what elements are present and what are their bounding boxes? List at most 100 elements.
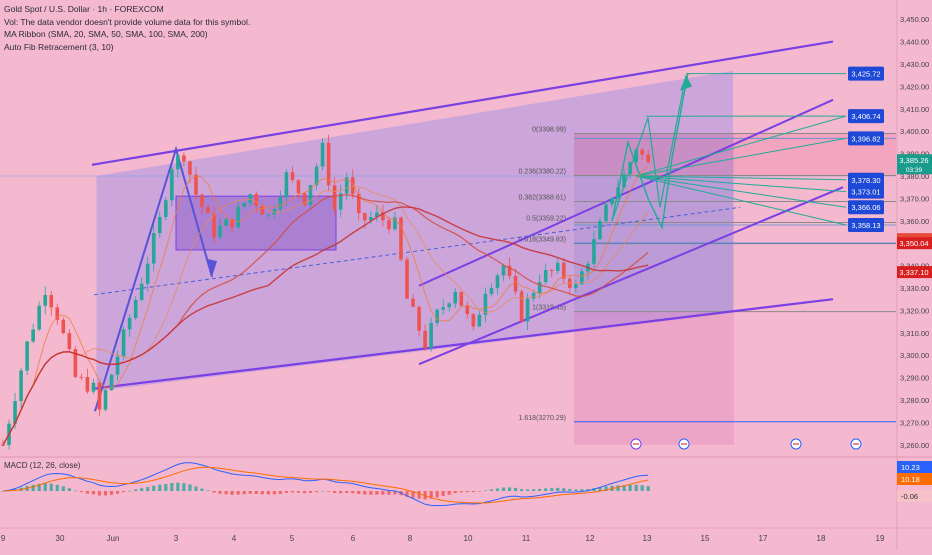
price-axis-tick: 3,260.00 xyxy=(900,441,929,450)
macd-histogram-bar xyxy=(544,488,547,491)
macd-histogram-bar xyxy=(56,485,59,491)
macd-histogram-bar xyxy=(436,491,439,497)
candle xyxy=(423,331,427,348)
price-axis-tick: 3,430.00 xyxy=(900,60,929,69)
candle xyxy=(267,214,271,215)
candle xyxy=(634,150,638,162)
macd-histogram-bar xyxy=(140,488,143,491)
time-axis-tick: 19 xyxy=(876,534,885,543)
candle xyxy=(86,377,90,392)
macd-histogram-bar xyxy=(502,488,505,491)
macd-histogram-bar xyxy=(514,488,517,491)
macd-histogram-bar xyxy=(50,484,53,491)
candle xyxy=(333,185,337,209)
candle xyxy=(490,288,494,294)
candle xyxy=(43,295,47,306)
macd-histogram-bar xyxy=(32,485,35,491)
candle xyxy=(363,213,367,220)
macd-histogram-bar xyxy=(472,491,475,492)
candle xyxy=(158,217,162,233)
fib-level-label: 0.382(3368.61) xyxy=(519,195,566,202)
macd-histogram-bar xyxy=(369,491,372,495)
candle xyxy=(19,371,23,401)
time-axis-tick: 11 xyxy=(522,534,531,543)
macd-histogram-bar xyxy=(68,488,71,491)
time-axis-tick: 6 xyxy=(351,534,356,543)
candle xyxy=(285,172,289,197)
target-price-label-text: 3,366.06 xyxy=(851,203,880,212)
candle xyxy=(520,291,524,321)
macd-histogram-bar xyxy=(92,491,95,494)
countdown-text: 03:39 xyxy=(906,167,923,174)
macd-histogram-bar xyxy=(122,491,125,492)
fib-level-label: 1.618(3270.29) xyxy=(519,415,566,422)
macd-histogram-bar xyxy=(466,491,469,492)
macd-histogram-bar xyxy=(176,483,179,491)
candle xyxy=(104,390,108,409)
price-axis-tick: 3,360.00 xyxy=(900,217,929,226)
time-axis-tick: 18 xyxy=(817,534,826,543)
macd-histogram-bar xyxy=(62,486,65,491)
price-axis-tick: 3,280.00 xyxy=(900,396,929,405)
macd-histogram-bar xyxy=(387,491,390,495)
macd-histogram-bar xyxy=(225,491,228,494)
candle xyxy=(387,220,391,229)
candle xyxy=(592,239,596,264)
macd-histogram-bar xyxy=(556,488,559,491)
candle xyxy=(164,200,168,217)
candle xyxy=(122,329,126,356)
macd-histogram-bar xyxy=(580,489,583,491)
candle xyxy=(254,194,258,206)
candle xyxy=(297,180,301,193)
candle xyxy=(176,155,180,169)
macd-histogram-bar xyxy=(170,483,173,491)
macd-histogram-bar xyxy=(574,489,577,491)
candle xyxy=(242,203,246,207)
candle xyxy=(25,342,29,371)
macd-histogram-bar xyxy=(550,488,553,491)
candle xyxy=(610,198,614,204)
macd-histogram-bar xyxy=(146,487,149,491)
time-axis-tick: 5 xyxy=(290,534,295,543)
macd-histogram-bar xyxy=(616,485,619,491)
target-price-label: 3,425.72 xyxy=(848,67,884,81)
macd-histogram-bar xyxy=(261,491,264,494)
candle xyxy=(206,207,210,213)
candle xyxy=(194,175,198,195)
macd-histogram-bar xyxy=(158,485,161,491)
target-price-label-text: 3,396.82 xyxy=(851,134,880,143)
macd-histogram-bar xyxy=(520,489,523,491)
candle xyxy=(628,162,632,174)
macd-histogram-bar xyxy=(641,485,644,491)
candle xyxy=(574,284,578,288)
candle xyxy=(598,221,602,239)
candle xyxy=(128,318,132,329)
legend-fib[interactable]: Auto Fib Retracement (3, 10) xyxy=(4,41,250,54)
legend-volume-note[interactable]: Vol: The data vendor doesn't provide vol… xyxy=(4,16,250,29)
candle xyxy=(502,266,506,276)
time-axis-tick: 13 xyxy=(643,534,652,543)
candle xyxy=(453,292,457,304)
macd-histogram-bar xyxy=(635,485,638,491)
price-axis-tick: 3,370.00 xyxy=(900,194,929,203)
macd-value-text: -0.06 xyxy=(901,492,918,501)
candle xyxy=(447,303,451,307)
target-price-label-text: 3,358.13 xyxy=(851,221,880,230)
candle xyxy=(248,194,252,203)
candle xyxy=(49,295,53,307)
candle xyxy=(218,226,222,238)
macd-histogram-bar xyxy=(218,491,221,494)
macd-histogram-bar xyxy=(200,489,203,491)
macd-histogram-bar xyxy=(86,491,89,494)
price-axis-tick: 3,310.00 xyxy=(900,329,929,338)
price-axis-tick: 3,320.00 xyxy=(900,306,929,315)
macd-histogram-bar xyxy=(134,489,137,491)
legend-symbol[interactable]: Gold Spot / U.S. Dollar · 1h · FOREXCOM xyxy=(4,3,250,16)
time-axis-tick: 12 xyxy=(586,534,595,543)
macd-histogram-bar xyxy=(460,491,463,492)
macd-histogram-bar xyxy=(231,491,234,495)
legend-ma-ribbon[interactable]: MA Ribbon (SMA, 20, SMA, 50, SMA, 100, S… xyxy=(4,28,250,41)
macd-histogram-bar xyxy=(182,483,185,491)
